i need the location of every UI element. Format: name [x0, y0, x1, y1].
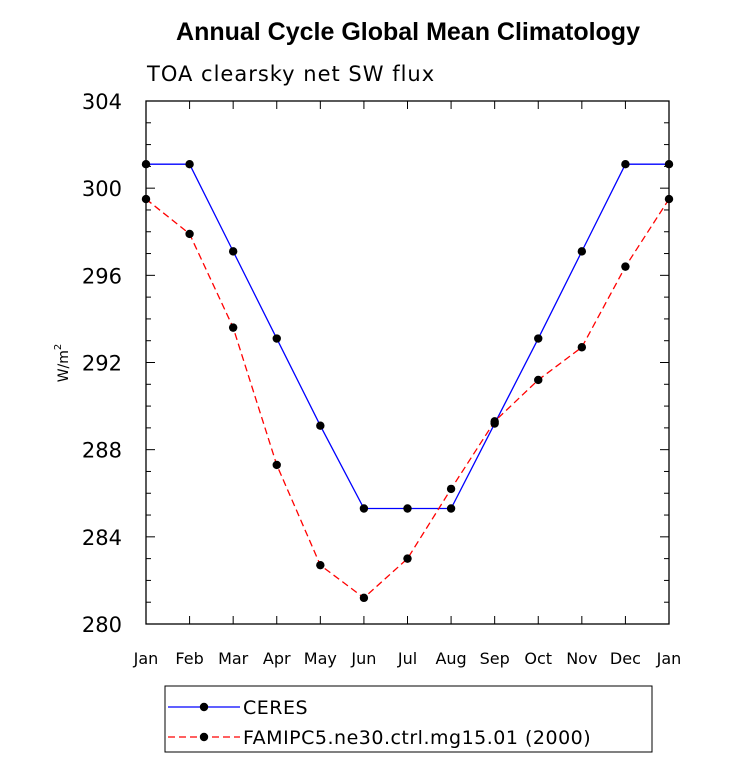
data-point [185, 159, 194, 169]
y-tick-label: 284 [82, 526, 122, 550]
x-tick-label: Jan [133, 649, 159, 668]
y-tick-label: 304 [82, 90, 122, 114]
data-point [359, 504, 369, 513]
data-point [446, 504, 456, 513]
x-tick-label: Dec [610, 649, 641, 668]
data-point [577, 343, 587, 352]
y-tick-label: 288 [82, 439, 122, 463]
data-point [228, 247, 238, 256]
legend-label: CERES [243, 697, 308, 719]
data-point [185, 229, 194, 239]
data-point [359, 593, 369, 603]
y-axis-label: W/m2 [53, 344, 72, 383]
data-point [534, 375, 543, 385]
data-point [446, 484, 456, 494]
data-series [141, 159, 674, 603]
y-axis-label-text: W/m [56, 350, 72, 382]
x-tick-label: Mar [218, 649, 249, 668]
x-tick-label: Feb [175, 649, 203, 668]
data-point [534, 334, 543, 343]
legend-marker [199, 732, 209, 742]
x-tick-label: Jun [350, 649, 376, 668]
x-tick-label: Jul [397, 649, 417, 668]
data-point [490, 417, 499, 426]
y-tick-label: 296 [82, 264, 122, 288]
data-point [272, 334, 281, 343]
data-point [621, 159, 630, 169]
x-tick-label: Sep [480, 649, 510, 668]
x-tick-label: Oct [524, 649, 552, 668]
data-point [316, 421, 325, 430]
y-tick-label: 280 [82, 613, 122, 637]
series-line [145, 198, 670, 599]
data-point [621, 262, 630, 271]
y-tick-label: 300 [82, 177, 122, 201]
legend-box [164, 685, 653, 753]
chart-subtitle: TOA clearsky net SW flux [146, 62, 435, 86]
data-point [228, 323, 238, 332]
data-point [403, 554, 412, 563]
y-axis-label-superscript: 2 [53, 344, 64, 350]
x-tick-label: May [304, 649, 337, 668]
legend: CERES FAMIPC5.ne30.ctrl.mg15.01 (2000) [168, 697, 591, 749]
chart-title: Annual Cycle Global Mean Climatology [176, 18, 640, 46]
data-point [272, 460, 281, 470]
legend-marker [199, 702, 209, 712]
axis-ticks: Jan Feb Mar Apr May Jun Jul Aug Sep Oct Nov Dec Jan 2… [82, 90, 681, 668]
x-tick-label: Apr [263, 649, 291, 668]
x-tick-label: Nov [566, 649, 597, 668]
data-point [577, 247, 587, 256]
x-tick-label: Aug [435, 649, 466, 668]
x-tick-label: Jan [656, 649, 682, 668]
data-point [316, 560, 325, 570]
data-point [403, 504, 412, 513]
y-tick-label: 292 [82, 352, 122, 376]
plot-frame [145, 100, 670, 625]
series-line [146, 163, 669, 510]
legend-label: FAMIPC5.ne30.ctrl.mg15.01 (2000) [243, 727, 591, 749]
